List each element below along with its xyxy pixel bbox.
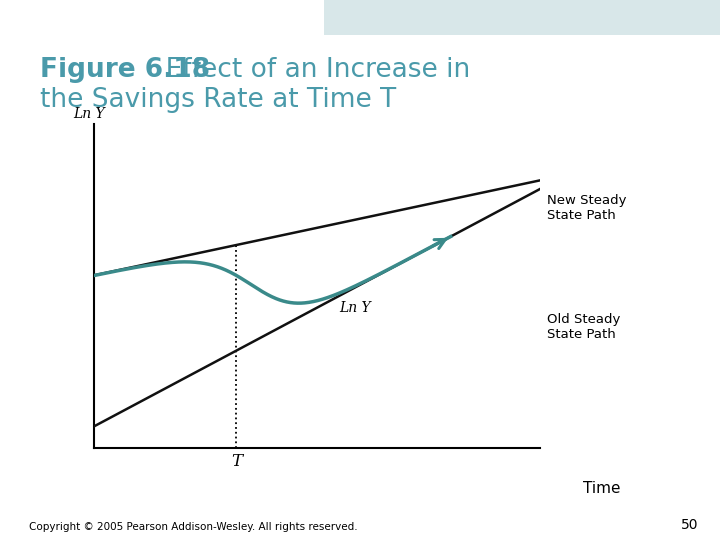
Text: New Steady
State Path: New Steady State Path <box>547 194 626 222</box>
Text: Ln Y: Ln Y <box>73 107 105 121</box>
Text: 50: 50 <box>681 518 698 532</box>
Text: Copyright © 2005 Pearson Addison-Wesley. All rights reserved.: Copyright © 2005 Pearson Addison-Wesley.… <box>29 522 357 532</box>
Text: Time: Time <box>583 481 621 496</box>
FancyBboxPatch shape <box>324 0 720 35</box>
Text: Effect of an Increase in
the Savings Rate at Time T: Effect of an Increase in the Savings Rat… <box>40 57 470 113</box>
Text: Figure 6.18: Figure 6.18 <box>40 57 210 83</box>
Text: Old Steady
State Path: Old Steady State Path <box>547 313 621 341</box>
Text: Ln Y: Ln Y <box>339 301 371 315</box>
